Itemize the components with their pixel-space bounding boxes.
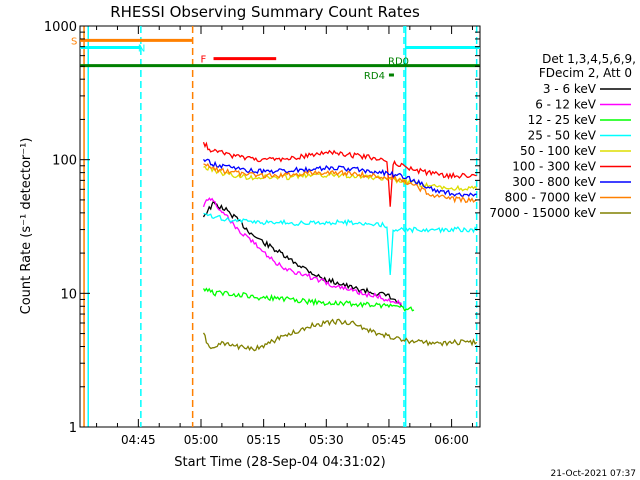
series-line-7: [203, 162, 477, 204]
series-line-5: [202, 141, 477, 207]
y-tick-label-2: 100: [52, 154, 77, 169]
time-markers: [83, 26, 478, 427]
flag-label-rd0: RD0: [388, 57, 409, 68]
legend-label-4: 50 - 100 keV: [520, 144, 597, 158]
plot-frame: [79, 25, 481, 428]
y-tick-label-1: 10: [60, 287, 77, 302]
legend-header-2: FDecim 2, Att 0: [539, 66, 632, 80]
x-tick-label-2: 05:15: [246, 433, 281, 447]
series-line-3: [203, 212, 478, 275]
flag-label-rd4: RD4: [364, 71, 385, 82]
legend-label-7: 800 - 7000 keV: [505, 191, 597, 205]
x-tick-label-5: 06:00: [434, 433, 469, 447]
legend-label-2: 12 - 25 keV: [528, 113, 597, 127]
series-line-1: [202, 197, 402, 306]
x-tick-label-1: 05:00: [184, 433, 219, 447]
flag-label-n: N: [138, 44, 145, 55]
legend-header-1: Det 1,3,4,5,6,9,: [542, 52, 636, 66]
legend-label-3: 25 - 50 keV: [528, 129, 597, 143]
series-line-4: [203, 165, 478, 192]
legend-label-1: 6 - 12 keV: [535, 98, 597, 112]
x-axis-label: Start Time (28-Sep-04 04:31:02): [174, 455, 385, 470]
x-tick-label-3: 05:30: [309, 433, 344, 447]
x-tick-label-0: 04:45: [121, 433, 156, 447]
chart-title: RHESSI Observing Summary Count Rates: [110, 3, 420, 21]
legend-label-8: 7000 - 15000 keV: [489, 206, 596, 220]
series-line-2: [202, 287, 415, 312]
y-axis-label: Count Rate (s⁻¹ detector⁻¹): [19, 138, 34, 315]
series-line-0: [202, 199, 403, 307]
legend-label-0: 3 - 6 keV: [543, 82, 597, 96]
y-tick-label-3: 1000: [44, 20, 77, 35]
footer-timestamp: 21-Oct-2021 07:37: [551, 469, 636, 479]
flag-label-f: F: [201, 55, 207, 66]
series-line-6: [202, 158, 477, 198]
legend-label-5: 100 - 300 keV: [512, 160, 596, 174]
series-group: [202, 141, 478, 352]
series-line-8: [202, 318, 478, 352]
y-tick-label-0: 1: [69, 421, 77, 436]
flag-label-s: S: [71, 36, 77, 47]
y-axis-ticks: 1 10 100 1000: [44, 20, 480, 436]
legend-label-6: 300 - 800 keV: [512, 175, 596, 189]
x-tick-label-4: 05:45: [372, 433, 407, 447]
x-axis-ticks: 04:45 05:00 05:15 05:30 05:45 06:00: [96, 26, 473, 447]
legend: Det 1,3,4,5,6,9, FDecim 2, Att 0 3 - 6 k…: [489, 52, 636, 220]
